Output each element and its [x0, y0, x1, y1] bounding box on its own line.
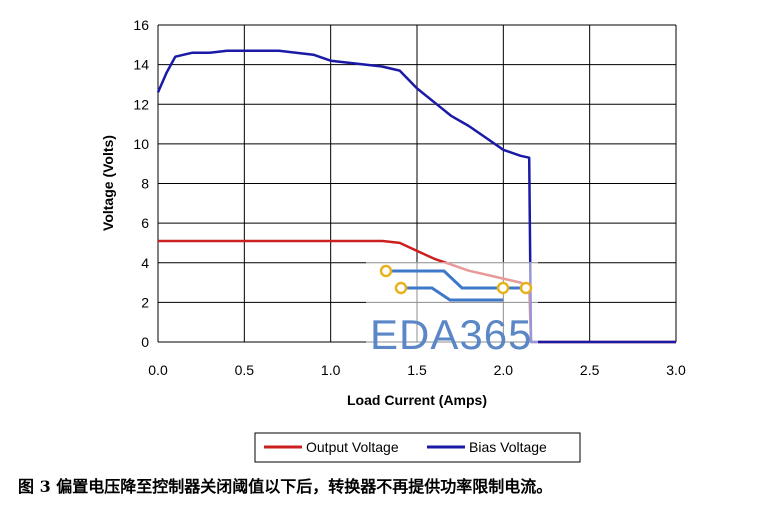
y-axis-title: Voltage (Volts) [100, 135, 116, 231]
figure-caption: 图 3 偏置电压降至控制器关闭阈值以下后，转换器不再提供功率限制电流。 [18, 477, 553, 496]
x-tick-labels: 0.0 0.5 1.0 1.5 2.0 2.5 3.0 [148, 362, 686, 378]
x-axis-title: Load Current (Amps) [347, 392, 487, 408]
y-tick-label: 12 [133, 96, 149, 112]
x-tick-label: 2.0 [494, 362, 514, 378]
y-tick-label: 0 [141, 334, 149, 350]
x-tick-label: 1.5 [407, 362, 427, 378]
legend-box [254, 432, 581, 463]
y-tick-label: 6 [141, 215, 149, 231]
y-tick-label: 14 [133, 57, 149, 73]
watermark-pad-3 [496, 281, 510, 295]
watermark-pad-2 [394, 281, 408, 295]
legend: Output Voltage Bias Voltage [254, 432, 581, 463]
watermark-trace-1 [386, 269, 523, 290]
y-tick-labels: 0 2 4 6 8 10 12 14 16 [133, 17, 149, 350]
y-tick-label: 16 [133, 17, 149, 33]
y-tick-label: 10 [133, 136, 149, 152]
x-tick-label: 2.5 [580, 362, 600, 378]
x-tick-label: 0.5 [235, 362, 255, 378]
x-tick-label: 3.0 [666, 362, 686, 378]
watermark-trace-2 [401, 286, 503, 302]
watermark-text: EDA365 [370, 311, 532, 358]
y-tick-label: 4 [141, 255, 149, 271]
legend-label-bias-voltage: Bias Voltage [469, 439, 547, 455]
series-line-bias-voltage [156, 49, 676, 344]
watermark-pad-4 [519, 281, 533, 295]
x-tick-label: 0.0 [148, 362, 168, 378]
y-tick-label: 8 [141, 176, 149, 192]
watermark-pad-1 [379, 264, 393, 278]
watermark-logo: EDA365 [366, 262, 538, 358]
y-tick-label: 2 [141, 294, 149, 310]
x-tick-label: 1.0 [321, 362, 341, 378]
legend-label-output-voltage: Output Voltage [306, 439, 399, 455]
